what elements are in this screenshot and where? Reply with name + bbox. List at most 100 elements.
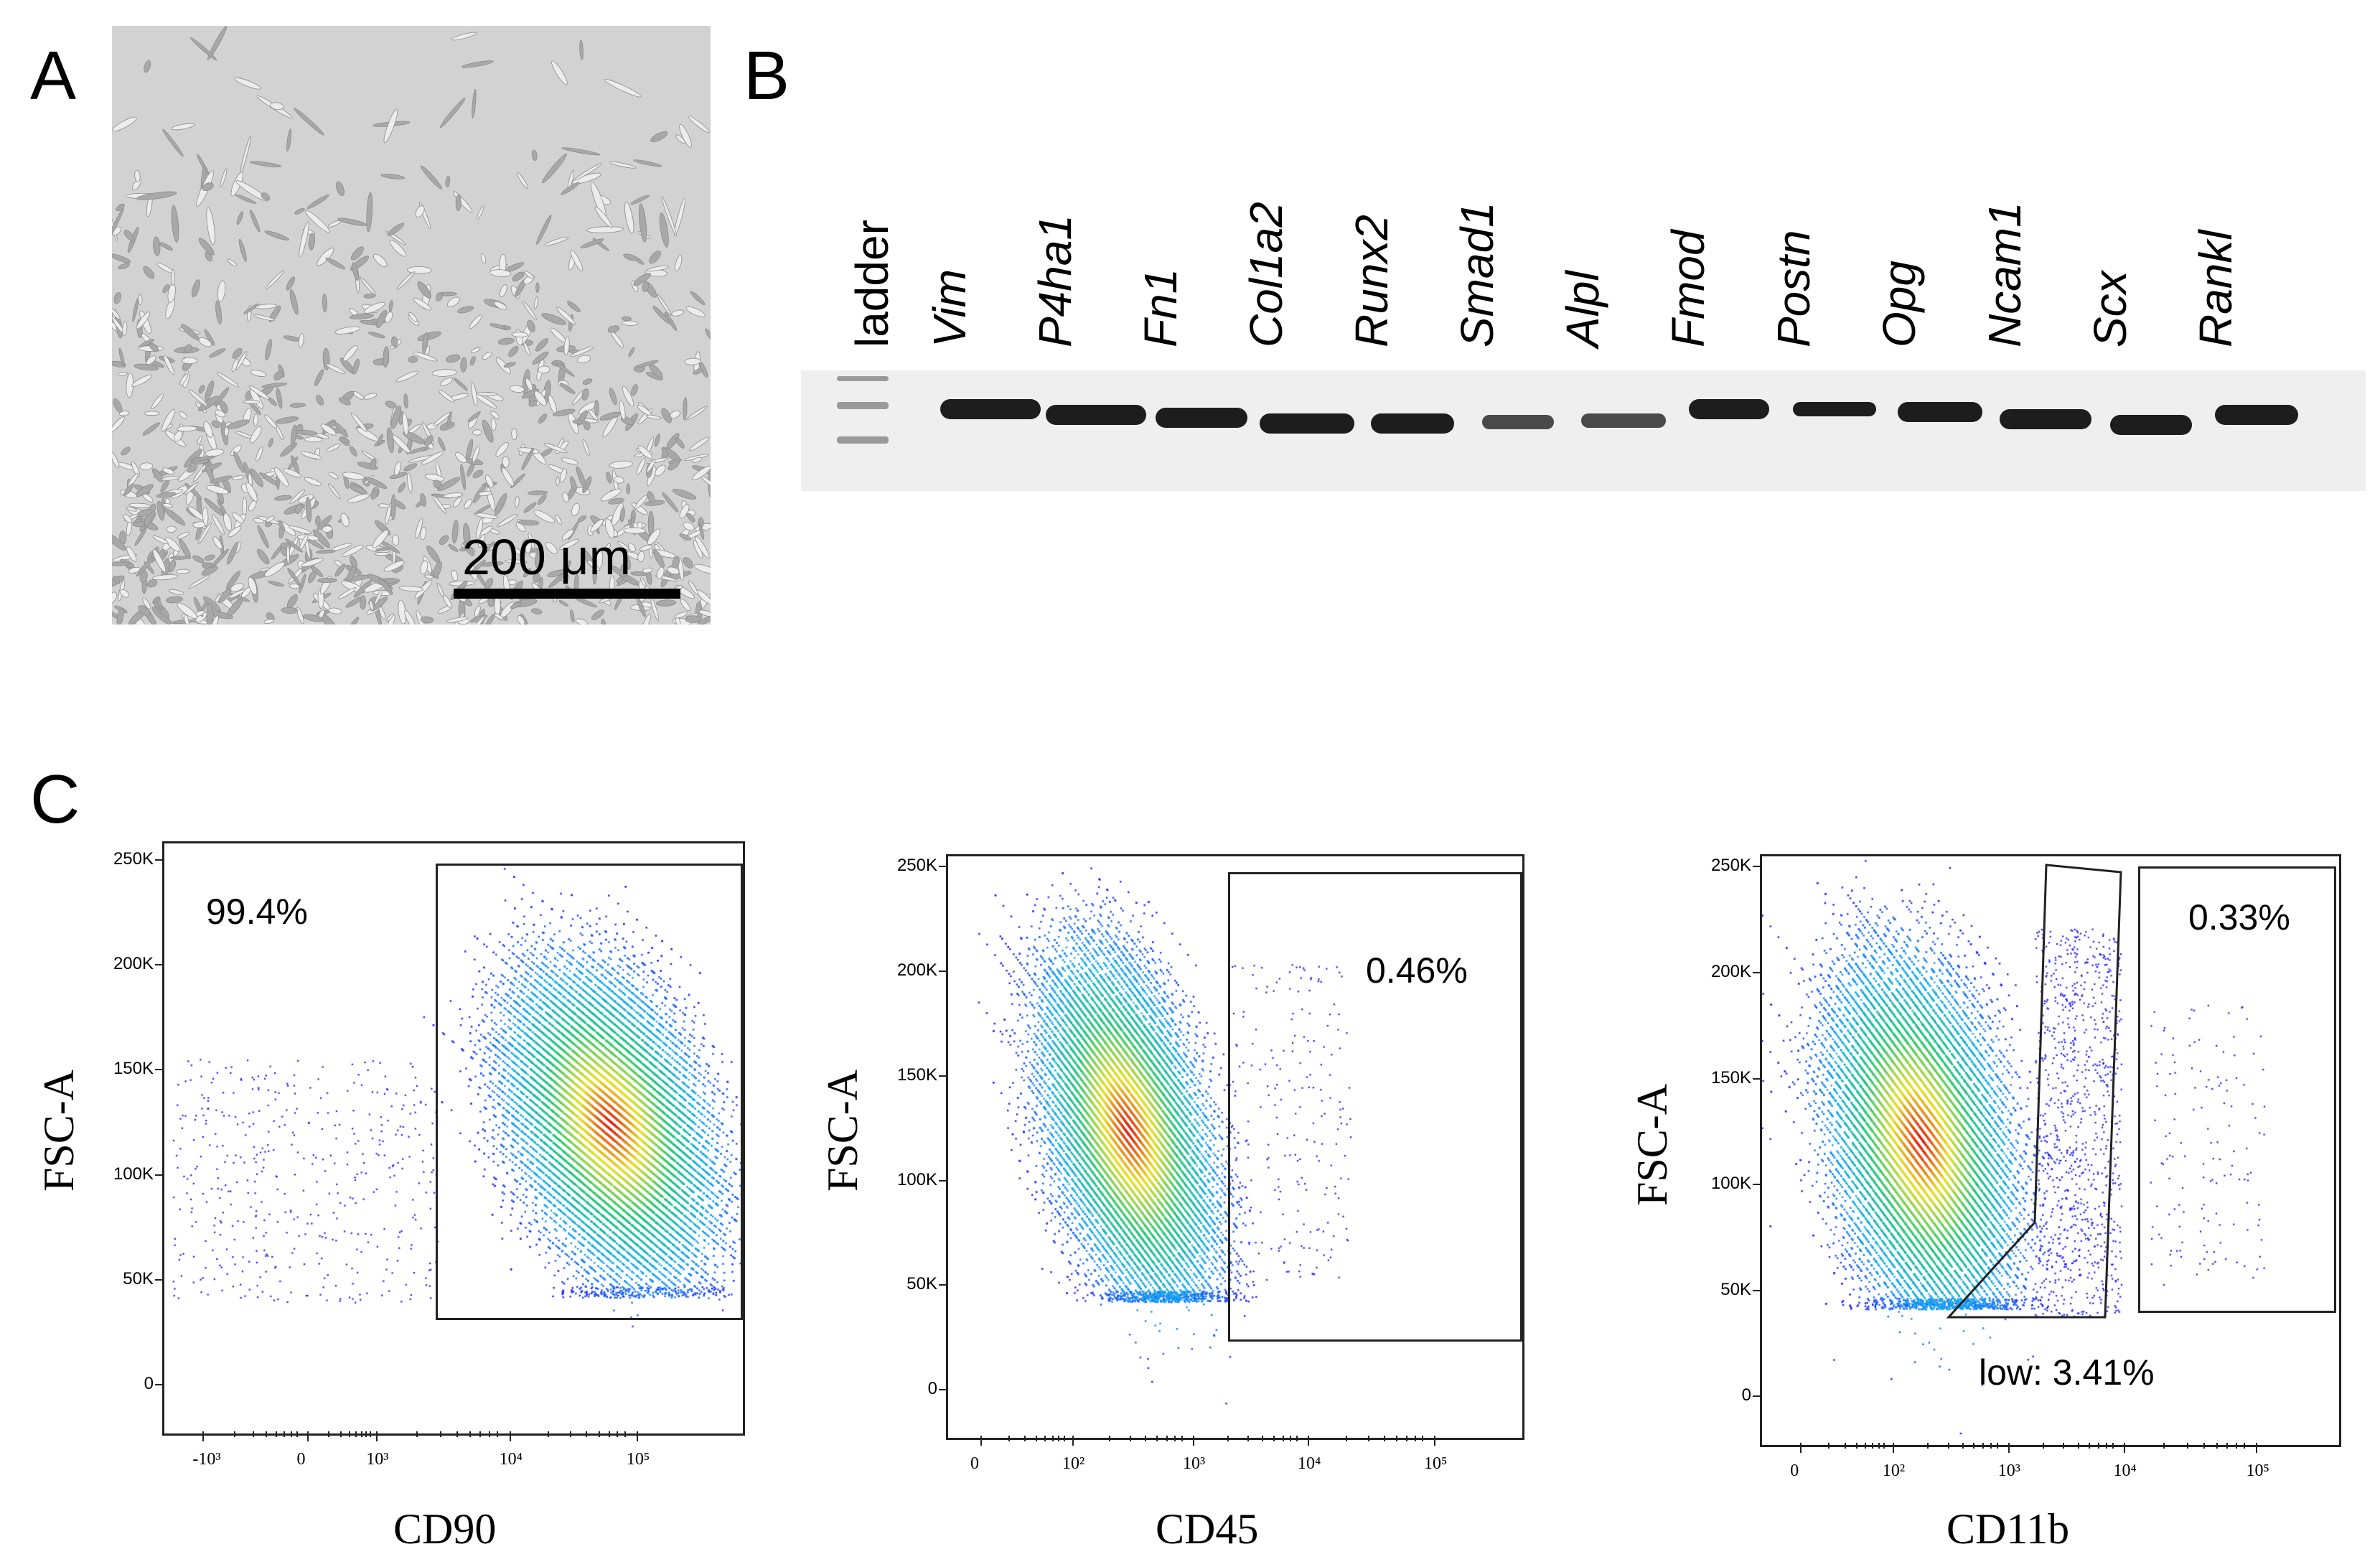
- y-axis-title: FSC-A: [1629, 1083, 1676, 1206]
- x-tick-label: 10⁵: [626, 1450, 650, 1469]
- x-tick-mark: [1990, 1443, 1992, 1449]
- x-tick-mark: [1173, 1436, 1176, 1441]
- band-smad1: [1482, 415, 1554, 429]
- scale-bar-label: 200 μm: [462, 529, 631, 585]
- x-axis-title: CD90: [393, 1505, 497, 1553]
- low-gate-percentage: low: 3.41%: [1979, 1352, 2155, 1393]
- x-tick-mark: [617, 1431, 619, 1437]
- lane-label-vim: Vim: [924, 268, 975, 347]
- x-tick-mark: [980, 1436, 982, 1446]
- y-tick-label: 150K: [1710, 1067, 1751, 1087]
- x-tick-mark: [2112, 1443, 2114, 1449]
- x-tick-mark: [624, 1431, 626, 1437]
- y-tick-mark: [155, 1278, 162, 1281]
- y-tick-mark: [939, 1284, 946, 1286]
- y-tick-label: 150K: [896, 1065, 937, 1085]
- x-tick-mark: [456, 1431, 458, 1437]
- y-tick-label: 200K: [896, 960, 937, 980]
- x-tick-mark: [1051, 1436, 1054, 1441]
- x-tick-mark: [1273, 1436, 1275, 1441]
- x-tick-mark: [2216, 1443, 2218, 1449]
- x-tick-mark: [2186, 1443, 2188, 1449]
- x-tick-mark: [284, 1431, 286, 1437]
- x-tick-mark: [636, 1431, 638, 1441]
- band-vim: [940, 399, 1041, 419]
- lane-label-rankl: Rankl: [2190, 230, 2241, 347]
- x-tick-mark: [2163, 1443, 2165, 1449]
- x-tick-label: 0: [1790, 1461, 1799, 1480]
- y-tick-mark: [939, 866, 946, 868]
- dot-plot-cd90: [164, 843, 743, 1433]
- y-tick-mark: [1753, 1395, 1760, 1398]
- y-tick-label: 50K: [123, 1268, 154, 1288]
- y-tick-label: 100K: [113, 1164, 154, 1184]
- y-tick-label: 50K: [906, 1274, 937, 1294]
- x-tick-label: 10²: [1062, 1454, 1085, 1473]
- cell-culture-image: [112, 26, 711, 625]
- y-tick-label: 250K: [113, 848, 154, 869]
- x-tick-mark: [376, 1431, 378, 1441]
- band-fn1: [1156, 408, 1247, 428]
- x-axis-title: CD11b: [1946, 1505, 2070, 1553]
- panel-c-letter: C: [30, 761, 80, 838]
- x-tick-mark: [296, 1431, 299, 1437]
- x-tick-mark: [1865, 1443, 1867, 1449]
- x-tick-mark: [1130, 1436, 1132, 1441]
- lane-label-fmod: Fmod: [1662, 230, 1714, 347]
- x-tick-mark: [355, 1431, 357, 1437]
- x-tick-mark: [547, 1431, 549, 1437]
- x-tick-mark: [1156, 1436, 1158, 1441]
- x-tick-mark: [1227, 1436, 1229, 1441]
- x-tick-mark: [2243, 1443, 2245, 1449]
- x-tick-mark: [1290, 1436, 1292, 1441]
- band-runx2: [1371, 413, 1454, 434]
- x-tick-mark: [369, 1431, 371, 1437]
- x-tick-mark: [2256, 1443, 2258, 1453]
- x-axis-title: CD45: [1156, 1505, 1259, 1553]
- scale-bar: [454, 589, 680, 599]
- y-tick-label: 50K: [1720, 1279, 1751, 1299]
- band-fmod: [1689, 399, 1769, 419]
- x-tick-mark: [275, 1431, 277, 1437]
- lane-label-smad1: Smad1: [1451, 202, 1503, 347]
- y-tick-label: 0: [1741, 1385, 1751, 1405]
- x-tick-mark: [2203, 1443, 2205, 1449]
- x-tick-label: 10⁴: [1298, 1454, 1321, 1473]
- gate-percentage: 99.4%: [206, 892, 308, 932]
- x-tick-label: 10³: [366, 1450, 389, 1469]
- x-tick-mark: [327, 1431, 329, 1437]
- y-tick-label: 0: [927, 1379, 937, 1399]
- x-tick-mark: [1036, 1436, 1038, 1441]
- band-alpl: [1581, 413, 1666, 428]
- band-ncam1: [2000, 409, 2091, 429]
- band-scx: [2110, 415, 2192, 435]
- x-tick-mark: [586, 1431, 588, 1437]
- positive-gate: [2138, 866, 2336, 1313]
- y-tick-mark: [155, 1174, 162, 1176]
- x-tick-label: 10⁵: [1424, 1454, 1448, 1473]
- ladder-label: ladder: [846, 220, 898, 347]
- y-tick-mark: [155, 859, 162, 861]
- lane-label-opg: Opg: [1873, 261, 1925, 347]
- x-tick-mark: [1282, 1436, 1284, 1441]
- x-tick-mark: [1024, 1436, 1026, 1441]
- x-tick-mark: [1844, 1443, 1846, 1449]
- x-tick-mark: [1828, 1443, 1829, 1449]
- y-tick-mark: [1753, 866, 1760, 868]
- y-tick-label: 250K: [1710, 856, 1751, 876]
- x-tick-mark: [2063, 1443, 2065, 1449]
- x-tick-mark: [202, 1431, 205, 1441]
- x-tick-label: 10³: [1997, 1461, 2020, 1480]
- x-tick-mark: [265, 1431, 267, 1437]
- x-tick-mark: [2097, 1443, 2099, 1449]
- x-tick-mark: [365, 1431, 367, 1437]
- band-rankl: [2215, 405, 2298, 425]
- x-tick-mark: [1927, 1443, 1929, 1449]
- lane-label-p4ha1: P4ha1: [1029, 214, 1081, 347]
- x-tick-mark: [291, 1431, 293, 1437]
- lane-label-ncam1: Ncam1: [1979, 202, 2030, 347]
- x-tick-mark: [1997, 1443, 1999, 1449]
- x-tick-mark: [1262, 1436, 1264, 1441]
- ladder-band: [837, 376, 889, 381]
- x-tick-mark: [2123, 1443, 2125, 1453]
